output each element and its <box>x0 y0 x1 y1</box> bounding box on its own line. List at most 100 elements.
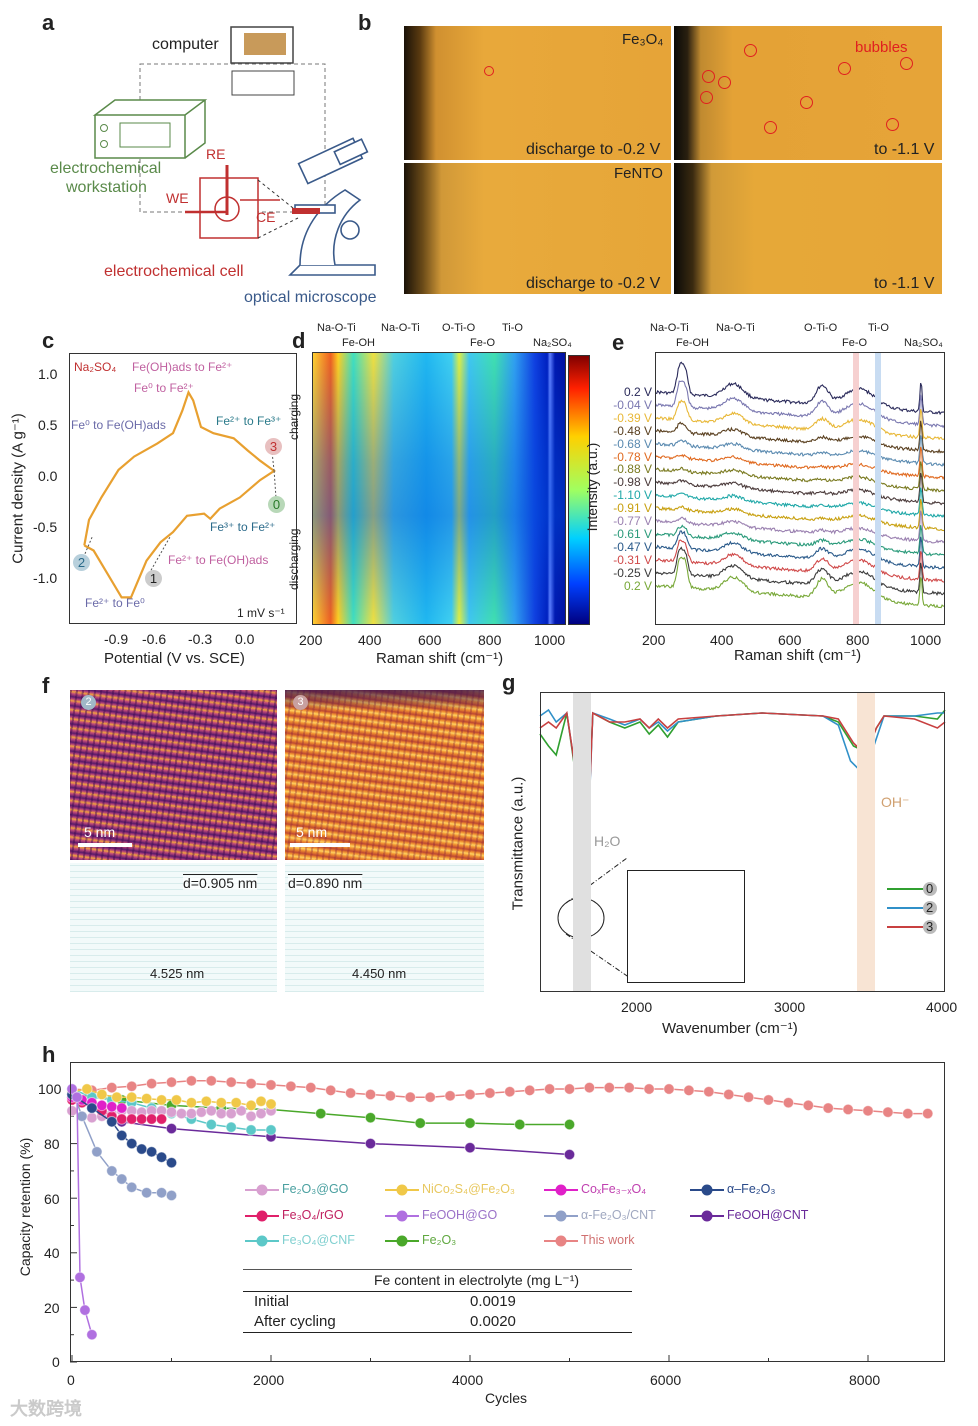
peak-label: O-Ti-O <box>804 322 838 334</box>
fe-o-band <box>853 352 859 625</box>
monitor-screen <box>244 33 286 55</box>
microscope-label: optical microscope <box>244 289 377 306</box>
voltage-label: -0.39 V <box>613 410 652 425</box>
data-point <box>126 1091 138 1103</box>
data-point <box>742 1091 755 1103</box>
data-point <box>583 1081 596 1094</box>
legend-marker <box>396 1235 408 1247</box>
oh-band <box>857 692 875 992</box>
tem-image-state-3 <box>285 690 484 860</box>
panel-label-e: e <box>612 330 625 355</box>
panel-label-g: g <box>502 670 516 695</box>
data-point <box>504 1086 516 1098</box>
data-point <box>126 1181 138 1193</box>
h2o-band <box>573 692 591 992</box>
data-point <box>325 1084 337 1097</box>
workstation-icon <box>92 99 208 159</box>
peak-label: Na-O-Ti <box>650 322 689 334</box>
data-point <box>145 1077 158 1090</box>
data-point <box>86 1329 98 1341</box>
table-row-label: Initial <box>254 1293 290 1310</box>
legend-label: This work <box>581 1233 635 1247</box>
raman-spectrum <box>655 510 945 544</box>
y-tick-label: -1.0 <box>33 570 58 586</box>
discharge-label-top: discharge to -0.2 V <box>526 141 661 158</box>
workstation-label-1: electrochemical <box>50 160 162 177</box>
data-point <box>165 1189 178 1202</box>
voltage-label: 0.2 V <box>623 578 652 593</box>
voltage-label: -0.47 V <box>613 539 652 554</box>
legend-marker <box>256 1184 268 1196</box>
voltage-label: -1.10 V <box>613 488 652 503</box>
data-point <box>106 1116 118 1128</box>
y-tick-label: 0.5 <box>38 417 58 433</box>
peak-label: Fe-O <box>470 337 496 349</box>
raman-spectrum <box>655 461 945 493</box>
legend-label: Fe₃O₄@CNF <box>282 1233 355 1247</box>
g-x-axis-label: Wavenumber (cm⁻¹) <box>662 1020 798 1037</box>
x-tick-label: 4000 <box>926 999 958 1015</box>
legend-label: Fe₂O₃ <box>422 1233 457 1247</box>
peak-label: Fe-OH <box>676 337 709 349</box>
data-point <box>265 1079 277 1091</box>
data-point <box>185 1075 198 1087</box>
data-point <box>185 1096 198 1109</box>
state-marker-0: 0 <box>268 496 285 513</box>
y-tick-label: 100 <box>38 1081 62 1097</box>
data-point <box>165 1122 178 1135</box>
peak-label: Na₂SO₄ <box>904 337 943 349</box>
legend-label: FeOOH@GO <box>422 1208 498 1222</box>
legend-marker <box>701 1210 713 1222</box>
legend-label: FeOOH@CNT <box>727 1208 809 1222</box>
data-point <box>155 1113 168 1125</box>
raman-spectrum <box>655 472 945 506</box>
charging-label: charging <box>287 393 301 440</box>
panel-label-f: f <box>42 673 50 698</box>
data-point <box>225 1121 237 1133</box>
ce-label: CE <box>256 209 276 225</box>
state-marker-2: 2 <box>73 554 90 571</box>
data-point <box>563 1118 576 1131</box>
legend-marker <box>923 920 937 934</box>
data-point <box>683 1084 695 1097</box>
data-point <box>822 1102 834 1114</box>
raman-spectrum <box>655 546 945 596</box>
voltage-label: -0.68 V <box>613 436 652 451</box>
data-point <box>842 1103 854 1116</box>
table-row-value: 0.0019 <box>470 1293 516 1310</box>
cv-annotation: Fe²⁺ to Fe(OH)ads <box>168 553 269 567</box>
x-tick-label: 200 <box>299 632 323 648</box>
discharging-label: discharging <box>287 528 301 590</box>
data-point <box>315 1107 327 1120</box>
cv-y-axis-label: Current density (A g⁻¹) <box>9 413 27 564</box>
e-x-axis-label: Raman shift (cm⁻¹) <box>734 647 862 664</box>
bubbles-label: bubbles <box>855 39 908 56</box>
fe3o4-label: Fe₃O₄ <box>622 31 664 48</box>
raman-spectrum <box>655 530 945 570</box>
legend-label: Fe₃O₄/rGO <box>282 1208 344 1222</box>
data-point <box>126 1137 138 1150</box>
peak-label: Ti-O <box>502 322 523 334</box>
g-y-axis-label: Transmittance (a.u.) <box>509 776 527 911</box>
raman-spectrum <box>655 539 945 583</box>
data-point <box>882 1106 894 1118</box>
arrow-icon <box>83 537 93 557</box>
panel-label-b: b <box>358 10 372 35</box>
data-point <box>126 1080 138 1092</box>
workstation-label-2: workstation <box>66 179 147 196</box>
x-tick-label: 400 <box>358 632 382 648</box>
raman-spectrum <box>655 498 945 532</box>
cv-x-axis-label: Potential (V vs. SCE) <box>104 650 245 667</box>
data-point <box>623 1081 635 1094</box>
data-point <box>643 1083 655 1095</box>
x-tick-label: 3000 <box>774 999 806 1015</box>
spacing-value-right: d=0.890 nm <box>288 875 363 891</box>
potential-label-bottom: to -1.1 V <box>874 275 935 292</box>
x-tick-label: 1000 <box>534 632 566 648</box>
data-point <box>106 1165 118 1177</box>
data-point <box>364 1088 377 1101</box>
x-tick-label: 200 <box>642 632 666 648</box>
e-y-axis-label: Intensity (a.u.) <box>584 442 600 532</box>
data-point <box>414 1117 426 1129</box>
